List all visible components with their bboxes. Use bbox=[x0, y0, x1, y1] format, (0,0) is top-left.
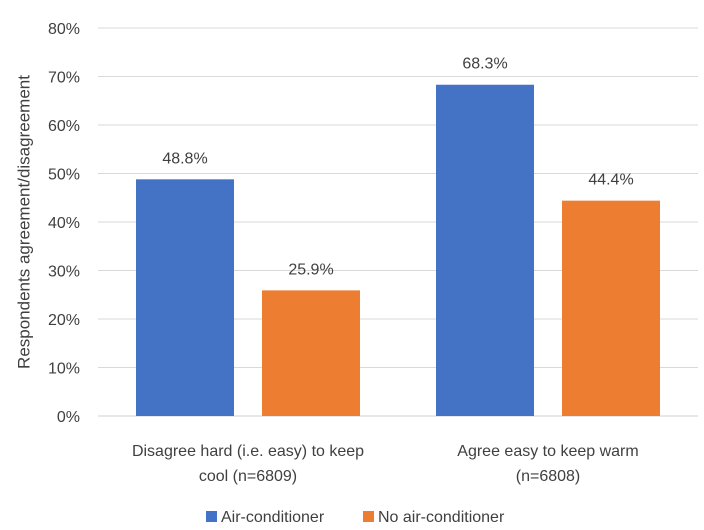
y-axis-title: Respondents agreement/disagreement bbox=[15, 75, 34, 369]
y-tick-label: 50% bbox=[48, 167, 80, 184]
y-tick-label: 20% bbox=[48, 312, 80, 329]
data-label: 48.8% bbox=[162, 150, 207, 167]
legend-swatch bbox=[206, 511, 217, 522]
bar-air-conditioner bbox=[436, 84, 534, 417]
data-label: 25.9% bbox=[288, 261, 333, 278]
x-axis-categories: Disagree hard (i.e. easy) to keep cool (n… bbox=[132, 443, 639, 485]
y-tick-label: 0% bbox=[57, 409, 80, 426]
bar-air-conditioner bbox=[136, 179, 234, 416]
x-category-label: (n=6808) bbox=[516, 468, 581, 485]
bar-no-air-conditioner bbox=[262, 290, 360, 416]
y-tick-label: 30% bbox=[48, 264, 80, 281]
data-label: 44.4% bbox=[588, 172, 633, 189]
data-label: 68.3% bbox=[462, 56, 507, 73]
legend: Air-conditioner No air-conditioner bbox=[206, 509, 505, 526]
bar-no-air-conditioner bbox=[562, 200, 660, 416]
y-axis-ticks: 0% 10% 20% 30% 40% 50% 60% 70% 80% bbox=[48, 21, 80, 426]
y-tick-label: 60% bbox=[48, 118, 80, 135]
y-tick-label: 80% bbox=[48, 21, 80, 38]
legend-swatch bbox=[363, 511, 374, 522]
data-labels: 48.8% 25.9% 68.3% 44.4% bbox=[162, 56, 633, 279]
y-tick-label: 40% bbox=[48, 215, 80, 232]
x-category-label: Disagree hard (i.e. easy) to keep bbox=[132, 443, 364, 460]
bars bbox=[136, 84, 660, 417]
legend-label: Air-conditioner bbox=[221, 509, 325, 526]
legend-item-no-air-conditioner: No air-conditioner bbox=[363, 509, 505, 526]
x-category-label: Agree easy to keep warm bbox=[457, 443, 638, 460]
x-category-label: cool (n=6809) bbox=[199, 468, 297, 485]
y-tick-label: 70% bbox=[48, 70, 80, 87]
y-tick-label: 10% bbox=[48, 361, 80, 378]
legend-label: No air-conditioner bbox=[378, 509, 505, 526]
legend-item-air-conditioner: Air-conditioner bbox=[206, 509, 325, 526]
